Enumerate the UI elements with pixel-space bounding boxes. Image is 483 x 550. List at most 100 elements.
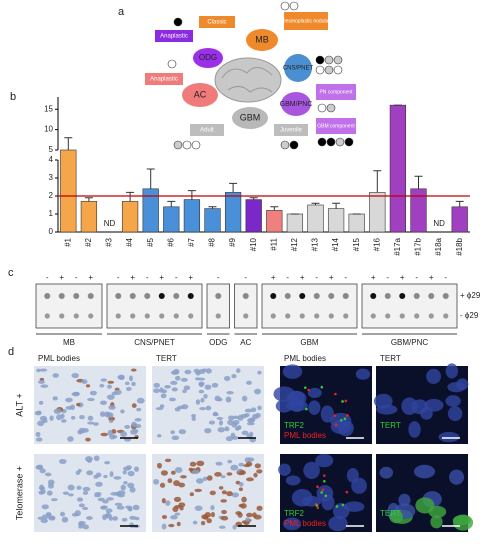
x-tick-label: #16 [372, 237, 381, 251]
overlay-label: TERT [380, 509, 401, 518]
cell [227, 459, 233, 464]
cell [231, 374, 237, 379]
micrographs: PML bodies TERT PML bodies TERT ALT + Telomer… [14, 354, 474, 532]
cell [108, 516, 114, 521]
bar [142, 188, 159, 233]
blot-dot [384, 293, 391, 299]
cell [224, 426, 230, 432]
cell [170, 370, 179, 375]
x-tick-label: #15 [352, 237, 361, 251]
cell [62, 491, 69, 495]
error-bar [208, 206, 217, 209]
node-label: AC [194, 89, 207, 99]
node-label: CNS/PNET [283, 66, 314, 72]
subtype: Anaplastic [150, 77, 178, 83]
focus [341, 503, 345, 507]
focus [303, 386, 307, 389]
cell [445, 395, 461, 407]
cell [170, 430, 175, 435]
focus [305, 407, 308, 411]
cell [129, 486, 136, 493]
cell [241, 496, 247, 503]
column-header: PML bodies [38, 354, 80, 363]
blot-dot [285, 313, 291, 319]
blot-dot [73, 293, 80, 299]
value-label: ND [433, 219, 445, 228]
cell [205, 405, 212, 411]
box [199, 16, 235, 28]
x-tick-label: #3 [105, 237, 114, 246]
cell [127, 470, 135, 477]
bar [348, 213, 365, 233]
blot-dot [159, 313, 165, 319]
x-tick-label: #18a [434, 237, 443, 255]
cell [201, 514, 209, 520]
cell [82, 486, 91, 492]
bar [224, 192, 242, 233]
cell [195, 370, 201, 376]
bar [389, 104, 407, 233]
cell [128, 375, 134, 382]
blot-dot [299, 313, 305, 319]
panel-label: c [8, 267, 14, 279]
cell [70, 415, 76, 420]
blot-dot [428, 313, 434, 319]
cell [49, 415, 54, 421]
cell [174, 505, 182, 509]
bar [204, 208, 221, 233]
focus [316, 506, 320, 510]
cell [79, 415, 85, 420]
group-label: ODG [209, 338, 227, 347]
cell [231, 492, 239, 498]
cell [178, 482, 186, 488]
box [284, 12, 328, 30]
cell [199, 406, 206, 411]
cell [199, 382, 204, 388]
cell [41, 504, 49, 510]
bar-chart: 0 1 2 3 45 10 15 #1 #2 #3 ND #4 #5 #6 #7 #8 #9 #10 #11 #12 #… [44, 97, 470, 256]
cell [93, 494, 101, 498]
cell [93, 422, 99, 426]
error-bar [84, 197, 93, 202]
cell [59, 511, 66, 517]
cell [99, 383, 105, 388]
cell [35, 431, 41, 438]
blot-dot [299, 293, 306, 299]
cell [303, 461, 320, 480]
cell [86, 470, 94, 476]
cell [71, 512, 78, 517]
group-label: CNS/PNET [134, 338, 175, 347]
cell [328, 515, 348, 532]
cell [130, 368, 137, 372]
lane-sign: + [271, 273, 276, 282]
cell [181, 404, 189, 410]
cell [230, 432, 236, 439]
cell [204, 384, 212, 390]
column-header: PML bodies [284, 354, 326, 363]
focus [307, 388, 310, 392]
cell [100, 505, 107, 510]
bar [60, 149, 77, 233]
cell [219, 525, 226, 529]
cell [56, 414, 62, 421]
cell [175, 375, 181, 381]
cell [183, 385, 191, 391]
blot-dot [399, 313, 405, 319]
focus [341, 400, 344, 403]
cell [167, 478, 173, 484]
cell [104, 461, 111, 465]
cell [246, 422, 255, 426]
blot-dot [370, 313, 376, 319]
y-tick-label: 3 [49, 173, 54, 182]
error-bar [187, 190, 196, 200]
cell [153, 382, 160, 388]
cell [215, 461, 223, 466]
cell [221, 509, 227, 515]
cell [180, 377, 188, 382]
error-bar [167, 200, 176, 207]
cell [203, 393, 208, 399]
cell [124, 381, 130, 386]
cell [226, 491, 233, 497]
focus [320, 491, 323, 494]
bar [80, 201, 98, 233]
